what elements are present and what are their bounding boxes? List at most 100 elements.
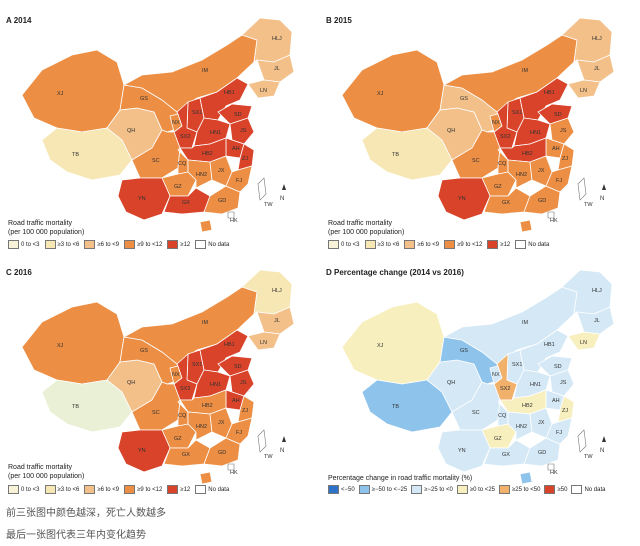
province-label-nx: NX [172,120,180,126]
map-panel-a: XJ TB QH GS IM HLJ JL LN NX SX1 SX2 HB1 SD HN1 JS AH HB2… [0,0,318,250]
province-tw [257,429,267,453]
province-fj [545,165,573,193]
province-outline-tw [577,429,587,453]
province-label-zj: ZJ [562,408,568,414]
province-label-yn: YN [138,448,146,454]
legend-label: 0 to <3 [341,241,360,248]
province-label-jl: JL [594,318,600,324]
province-label-sc: SC [152,158,160,164]
province-label-cq: CQ [498,161,507,167]
province-label-sx1: SX1 [512,362,522,368]
province-label-js: JS [240,128,247,134]
province-label-hk: HK [550,218,558,224]
province-label-sc: SC [472,410,480,416]
legend-item: ≥3 to <6 [364,240,399,249]
province-label-yn: YN [458,196,466,202]
province-hn3 [199,219,213,232]
province-label-hn1: HN1 [530,382,541,388]
province-label-sx2: SX2 [500,386,510,392]
province-label-sx2: SX2 [180,386,190,392]
province-label-hb1: HB1 [224,90,235,96]
legend-item: <−50 [328,485,355,494]
province-label-hlj: HLJ [272,36,282,42]
legend-item: 0 to <3 [328,240,360,249]
province-label-xj: XJ [377,91,384,97]
province-label-hb1: HB1 [544,342,555,348]
province-ln [567,331,601,351]
province-label-jx: JX [538,420,545,426]
province-label-ah: AH [552,146,560,152]
legend-swatch [124,240,136,249]
legend-item: No data [515,240,549,249]
legend-label: ≥12 [180,486,191,493]
province-label-im: IM [522,68,529,74]
province-label-tw: TW [584,454,593,460]
legend-label: No data [208,486,230,493]
legend-title: Road traffic mortality (per 100 000 popu… [328,220,405,236]
province-tw [577,429,587,453]
province-label-hlj: HLJ [272,288,282,294]
province-label-cq: CQ [498,413,507,419]
province-outline-tw [257,177,267,201]
province-label-sx2: SX2 [500,134,510,140]
province-label-ln: LN [580,88,587,94]
legend-label: ≥3 to <6 [57,241,80,248]
legend-swatch [487,240,499,249]
province-label-hb1: HB1 [544,90,555,96]
province-label-xj: XJ [57,91,64,97]
legend-swatch [456,485,468,494]
province-label-jl: JL [594,66,600,72]
province-xj [341,49,445,133]
legend-swatch [44,240,56,249]
province-label-gd: GD [218,450,226,456]
province-label-ln: LN [260,340,267,346]
province-tw [577,177,587,201]
legend-label: ≥−50 to <−25 [371,486,408,493]
province-label-im: IM [522,320,529,326]
map-panel-d: XJ TB QH GS IM HLJ JL LN NX SX1 SX2 HB1 SD HN1 JS AH HB2… [320,252,638,502]
legend-swatch [328,240,339,249]
province-xj [21,301,125,385]
province-label-yn: YN [458,448,466,454]
legend-item: ≥3 to <6 [44,240,80,249]
province-zj [557,143,575,171]
province-label-ln: LN [580,340,587,346]
map-panel-b: XJ TB QH GS IM HLJ JL LN NX SX1 SX2 HB1 SD HN1 JS AH HB2… [320,0,638,250]
province-label-gd: GD [218,198,226,204]
province-label-ah: AH [232,146,240,152]
province-label-gs: GS [460,348,468,354]
legend-swatch [195,240,207,249]
legend-swatch [358,485,370,494]
legend-item: ≥3 to <6 [44,485,79,494]
province-label-gs: GS [140,96,148,102]
province-outline-tw [577,177,587,201]
province-fj [545,417,573,445]
province-label-js: JS [560,128,567,134]
province-label-hb2: HB2 [522,403,533,409]
province-ln [247,331,281,351]
province-label-qh: QH [447,128,455,134]
legend-item: ≥9 to <12 [444,240,482,249]
province-js [549,117,575,145]
china-map-percentage-change: XJ TB QH GS IM HLJ JL LN NX SX1 SX2 HB1 SD HN1 JS AH HB2… [341,269,615,484]
province-label-hb1: HB1 [224,342,235,348]
legend-title: Percentage change in road traffic mortal… [328,475,473,482]
legend-item: No data [195,240,229,249]
province-zj [237,143,255,171]
legend-item: ≥−25 to <0 [411,485,453,494]
province-label-tw: TW [264,202,273,208]
province-label-hk: HK [230,218,238,224]
province-label-ah: AH [552,398,560,404]
legend-swatch [8,485,19,494]
legend-label: No data [528,241,550,248]
province-tw [257,177,267,201]
legend: 0 to <3 ≥3 to <6 ≥6 to <9 ≥9 to <12 ≥12 No da… [328,240,549,249]
province-js [229,369,255,397]
province-outline-hk [227,211,235,219]
province-label-cq: CQ [178,413,187,419]
legend-label: 0 to <3 [21,486,40,493]
province-label-gd: GD [538,198,546,204]
legend-item: ≥50 [544,485,567,494]
legend-item: ≥25 to <50 [499,485,540,494]
north-arrow-icon: N [280,196,284,202]
